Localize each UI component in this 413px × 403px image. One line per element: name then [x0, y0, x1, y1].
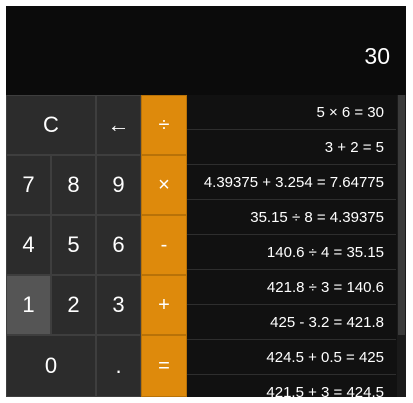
clear-button[interactable]: C [6, 95, 96, 155]
history-item[interactable]: 5 × 6 = 30 [187, 95, 396, 130]
decimal-button[interactable]: . [96, 335, 141, 397]
history-scrollbar-thumb[interactable] [398, 95, 405, 335]
calculator-window: 30 C ← ÷ 7 8 9 × 4 5 6 - 1 2 3 + 0 . = 5… [6, 6, 406, 397]
history-item[interactable]: 421.5 + 3 = 424.5 [187, 375, 396, 398]
digit-0-button[interactable]: 0 [6, 335, 96, 397]
digit-1-button[interactable]: 1 [6, 275, 51, 335]
history-item[interactable]: 4.39375 + 3.254 = 7.64775 [187, 165, 396, 200]
digit-5-button[interactable]: 5 [51, 215, 96, 275]
history-panel: 5 × 6 = 30 3 + 2 = 5 4.39375 + 3.254 = 7… [187, 95, 406, 397]
history-list: 5 × 6 = 30 3 + 2 = 5 4.39375 + 3.254 = 7… [187, 95, 396, 397]
digit-3-button[interactable]: 3 [96, 275, 141, 335]
digit-7-button[interactable]: 7 [6, 155, 51, 215]
digit-4-button[interactable]: 4 [6, 215, 51, 275]
digit-2-button[interactable]: 2 [51, 275, 96, 335]
divide-button[interactable]: ÷ [141, 95, 187, 155]
subtract-button[interactable]: - [141, 215, 187, 275]
history-item[interactable]: 3 + 2 = 5 [187, 130, 396, 165]
history-item[interactable]: 424.5 + 0.5 = 425 [187, 340, 396, 375]
digit-8-button[interactable]: 8 [51, 155, 96, 215]
history-scrollbar[interactable] [397, 95, 406, 397]
backspace-button[interactable]: ← [96, 95, 141, 155]
history-item[interactable]: 140.6 ÷ 4 = 35.15 [187, 235, 396, 270]
history-item[interactable]: 425 - 3.2 = 421.8 [187, 305, 396, 340]
history-item[interactable]: 35.15 ÷ 8 = 4.39375 [187, 200, 396, 235]
keypad: C ← ÷ 7 8 9 × 4 5 6 - 1 2 3 + 0 . = [6, 95, 187, 397]
history-item[interactable]: 421.8 ÷ 3 = 140.6 [187, 270, 396, 305]
digit-9-button[interactable]: 9 [96, 155, 141, 215]
multiply-button[interactable]: × [141, 155, 187, 215]
equals-button[interactable]: = [141, 335, 187, 397]
display-panel: 30 [6, 6, 406, 95]
display-value: 30 [364, 43, 390, 69]
add-button[interactable]: + [141, 275, 187, 335]
digit-6-button[interactable]: 6 [96, 215, 141, 275]
